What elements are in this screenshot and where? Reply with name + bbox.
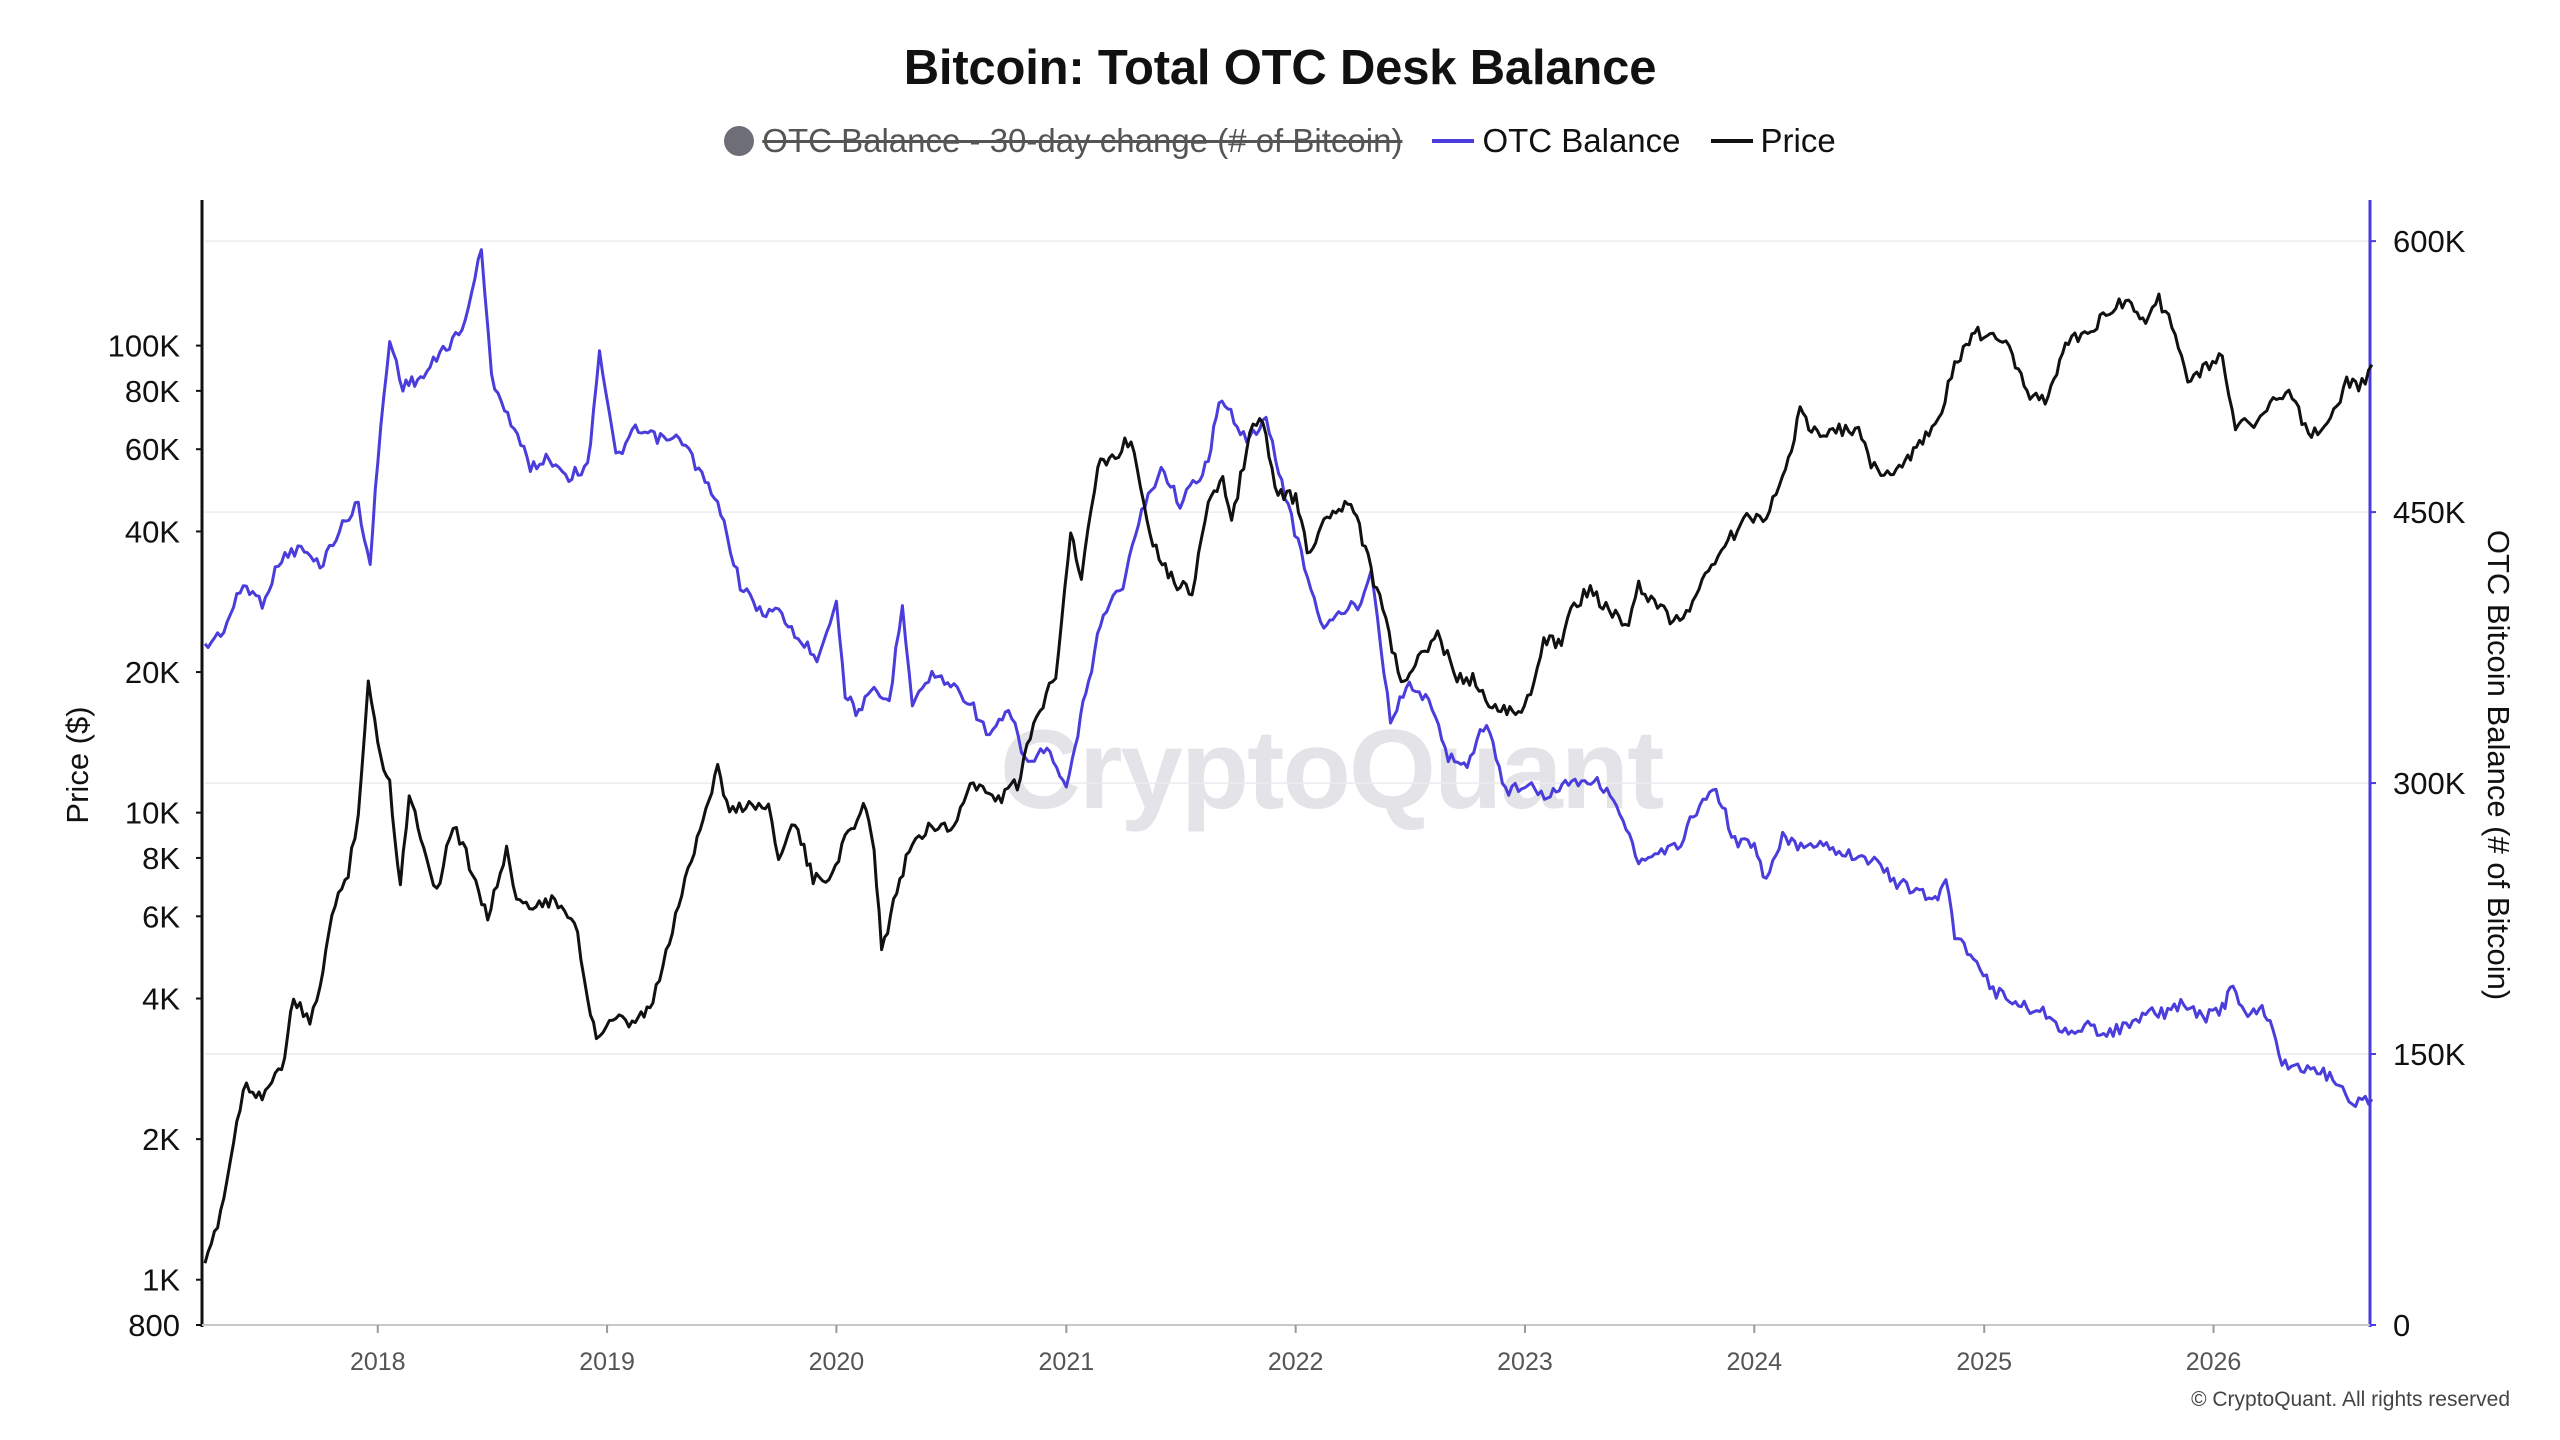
left-axis-tick-label: 20K — [125, 655, 180, 690]
x-axis-tick-label: 2026 — [2186, 1348, 2242, 1376]
left-axis-tick-label: 6K — [142, 899, 180, 934]
chart-title: Bitcoin: Total OTC Desk Balance — [903, 41, 1657, 95]
left-axis-tick-label: 800 — [128, 1308, 180, 1343]
legend-item-otc-30day-change[interactable]: OTC Balance - 30-day change (# of Bitcoi… — [724, 122, 1402, 160]
legend-label-otc-30day-change: OTC Balance - 30-day change (# of Bitcoi… — [762, 122, 1403, 159]
right-axis-tick-label: 150K — [2393, 1037, 2466, 1072]
left-axis-tick-label: 100K — [108, 329, 181, 364]
x-axis-tick-label: 2018 — [350, 1348, 406, 1376]
copyright-notice: © CryptoQuant. All rights reserved — [2191, 1388, 2510, 1411]
right-axis-title: OTC Bitcoin Balance (# of Bitcoin) — [2481, 530, 2516, 1000]
left-axis-tick-label: 60K — [125, 432, 180, 467]
x-axis-tick-label: 2020 — [809, 1348, 865, 1376]
left-axis-tick-label: 1K — [142, 1263, 180, 1298]
right-axis-tick-label: 300K — [2393, 766, 2466, 801]
legend-label-otc-balance: OTC Balance — [1482, 122, 1681, 159]
x-axis-tick-label: 2024 — [1726, 1348, 1782, 1376]
right-axis-tick-label: 600K — [2393, 224, 2466, 259]
x-axis-tick-label: 2025 — [1956, 1348, 2012, 1376]
left-axis-tick-label: 40K — [125, 514, 180, 549]
legend-line-marker — [1432, 139, 1475, 143]
right-axis-tick-label: 450K — [2393, 495, 2466, 530]
x-axis-tick-label: 2021 — [1039, 1348, 1095, 1376]
legend-label-price: Price — [1760, 122, 1836, 159]
legend-item-price[interactable]: Price — [1710, 122, 1836, 160]
x-axis-tick-label: 2023 — [1497, 1348, 1553, 1376]
legend-item-otc-balance[interactable]: OTC Balance — [1432, 122, 1681, 160]
left-axis-title: Price ($) — [60, 706, 95, 823]
left-axis-tick-label: 10K — [125, 796, 180, 831]
x-axis-tick-label: 2022 — [1268, 1348, 1324, 1376]
legend-dot-marker — [724, 126, 755, 156]
chart-legend: OTC Balance - 30-day change (# of Bitcoi… — [0, 122, 2560, 160]
watermark-logo-text: CryptoQuant — [1000, 707, 1664, 832]
left-axis-tick-label: 2K — [142, 1122, 180, 1157]
x-axis-tick-label: 2019 — [579, 1348, 635, 1376]
left-axis-tick-label: 4K — [142, 982, 180, 1017]
legend-line-marker — [1710, 139, 1753, 143]
right-axis-tick-label: 0 — [2393, 1308, 2410, 1343]
otc-balance-series-line — [203, 248, 2374, 1108]
left-axis-tick-label: 8K — [142, 841, 180, 876]
left-axis-tick-label: 80K — [125, 374, 180, 409]
price-series-line — [203, 292, 2374, 1264]
